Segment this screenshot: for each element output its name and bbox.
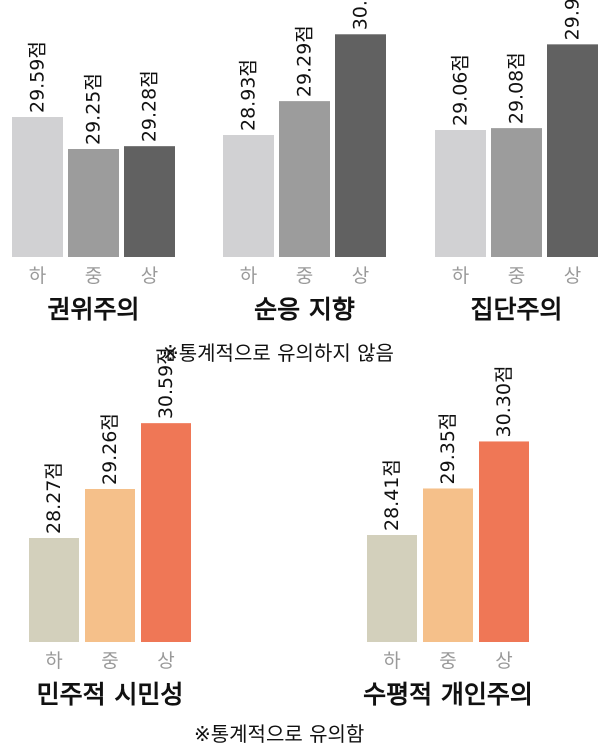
category-label: 상	[352, 265, 369, 287]
bar	[29, 538, 79, 642]
note-significant: ※통계적으로 유의함	[194, 722, 365, 746]
bar	[491, 128, 542, 257]
value-label: 28.27점	[43, 462, 65, 534]
bar	[479, 441, 529, 642]
chart-title: 집단주의	[470, 295, 562, 324]
value-label: 29.26점	[99, 413, 121, 485]
category-label: 중	[296, 265, 313, 287]
value-label: 29.35점	[437, 413, 459, 485]
bar	[435, 130, 486, 257]
chart-title: 수평적 개인주의	[363, 680, 533, 709]
bar	[223, 135, 274, 257]
category-label: 하	[45, 650, 62, 672]
chart-title: 순응 지향	[254, 295, 355, 324]
category-label: 상	[141, 265, 158, 287]
value-label: 29.25점	[83, 73, 105, 145]
value-label: 29.97점	[562, 0, 584, 40]
chart-title: 민주적 시민성	[37, 680, 184, 709]
value-label: 29.59점	[27, 41, 49, 113]
value-label: 29.28점	[139, 70, 161, 142]
category-label: 상	[495, 650, 512, 672]
bar	[423, 488, 473, 642]
bar	[367, 535, 417, 642]
bar	[12, 117, 63, 257]
bar	[335, 34, 386, 258]
value-label: 29.29점	[294, 25, 316, 97]
category-label: 하	[383, 650, 400, 672]
category-label: 하	[452, 265, 469, 287]
category-label: 상	[564, 265, 581, 287]
bar	[124, 146, 175, 257]
bar	[547, 44, 598, 257]
value-label: 29.06점	[450, 54, 472, 126]
value-label: 29.08점	[506, 52, 528, 124]
value-label: 28.41점	[381, 459, 403, 531]
bar	[279, 101, 330, 258]
chart-title: 권위주의	[47, 295, 139, 324]
value-label: 30.00점	[350, 0, 372, 30]
bar	[85, 488, 135, 642]
value-label: 28.93점	[238, 59, 260, 131]
note-not-significant: ※통계적으로 유의하지 않음	[162, 341, 394, 365]
category-label: 중	[85, 265, 102, 287]
category-label: 중	[101, 650, 118, 672]
bar	[141, 423, 191, 642]
value-label: 30.30점	[493, 366, 515, 438]
category-label: 상	[157, 650, 174, 672]
category-label: 하	[240, 265, 257, 287]
category-label: 중	[508, 265, 525, 287]
bar	[68, 149, 119, 257]
category-label: 중	[439, 650, 456, 672]
value-label: 30.59점	[155, 347, 177, 419]
category-label: 하	[29, 265, 46, 287]
